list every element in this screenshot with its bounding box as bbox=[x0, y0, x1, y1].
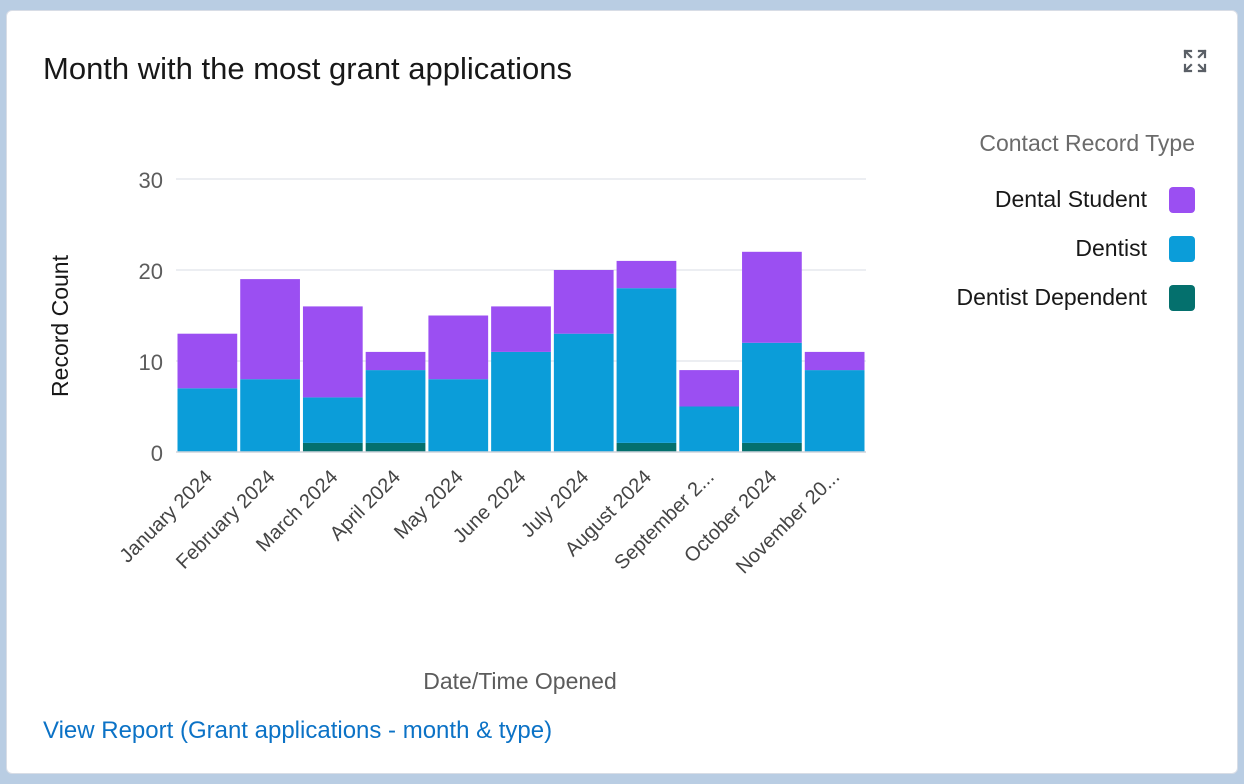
bar-segment bbox=[616, 288, 677, 443]
bar-segment bbox=[553, 333, 614, 452]
bar-segment bbox=[240, 379, 300, 452]
legend-swatch bbox=[1169, 236, 1195, 262]
bar-segment bbox=[742, 251, 802, 343]
bar-segment bbox=[742, 342, 802, 443]
legend-label: Dental Student bbox=[995, 186, 1148, 212]
bar-segment bbox=[491, 351, 551, 452]
y-tick-label: 30 bbox=[139, 168, 163, 193]
legend-swatch bbox=[1169, 187, 1195, 213]
bar-segment bbox=[428, 315, 489, 380]
bar-segment bbox=[365, 351, 426, 371]
y-tick-label: 0 bbox=[151, 441, 163, 466]
dashboard-card: Month with the most grant applications 0… bbox=[6, 10, 1238, 774]
bar-segment bbox=[491, 306, 551, 352]
bar-segment bbox=[365, 370, 426, 443]
bar-segment bbox=[804, 370, 865, 452]
y-axis-title: Record Count bbox=[47, 254, 73, 397]
bar-segment bbox=[804, 351, 865, 371]
bar-segment bbox=[679, 406, 740, 452]
bar-segment bbox=[302, 397, 363, 443]
bar-segment bbox=[553, 270, 614, 334]
legend-label: Dentist Dependent bbox=[956, 284, 1147, 310]
expand-icon bbox=[1183, 49, 1207, 73]
bar-segment bbox=[365, 442, 426, 452]
expand-button[interactable] bbox=[1179, 45, 1211, 77]
x-axis-title: Date/Time Opened bbox=[423, 668, 616, 694]
legend-swatch bbox=[1169, 285, 1195, 311]
bar-segment bbox=[616, 442, 677, 452]
bar-segment bbox=[302, 306, 363, 398]
view-report-link[interactable]: View Report (Grant applications - month … bbox=[43, 717, 553, 744]
y-tick-label: 20 bbox=[139, 259, 163, 284]
bar-segment bbox=[177, 333, 238, 389]
y-tick-label: 10 bbox=[139, 350, 163, 375]
bar-segment bbox=[616, 260, 677, 289]
bar-segment bbox=[177, 388, 238, 452]
bar-segment bbox=[428, 379, 489, 452]
legend-title: Contact Record Type bbox=[979, 130, 1195, 156]
bar-segment bbox=[679, 370, 740, 407]
card-title: Month with the most grant applications bbox=[43, 51, 572, 86]
legend-label: Dentist bbox=[1075, 235, 1147, 261]
bar-segment bbox=[742, 442, 802, 452]
bar-segment bbox=[240, 279, 300, 380]
bar-segment bbox=[302, 442, 363, 452]
